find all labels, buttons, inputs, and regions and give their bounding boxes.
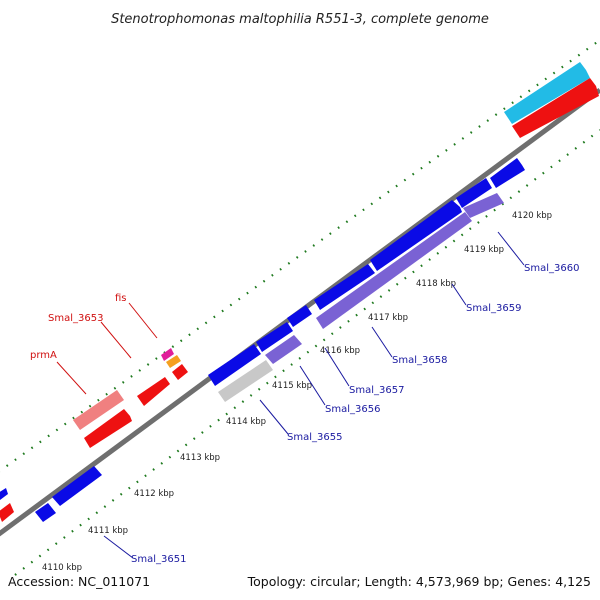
gene-red-right[interactable]: [512, 78, 599, 138]
accession-text: Accession: NC_011071: [8, 574, 150, 589]
gene-label-smal-3659[interactable]: Smal_3659: [466, 303, 521, 314]
kbp-label: 4111 kbp: [88, 526, 128, 536]
gene-blue-f7[interactable]: [490, 158, 525, 188]
gene-label-smal-3657[interactable]: Smal_3657: [349, 385, 404, 396]
gene-smal-3656[interactable]: [265, 335, 302, 364]
kbp-label: 4114 kbp: [226, 417, 266, 427]
gene-label-smal-3660[interactable]: Smal_3660: [524, 263, 579, 274]
gene-red-2[interactable]: [172, 364, 188, 380]
gene-label-fis[interactable]: fis: [115, 293, 127, 304]
gene-forward-edge[interactable]: [0, 488, 8, 500]
gene-blue-f4[interactable]: [314, 264, 375, 310]
kbp-label: 4118 kbp: [416, 279, 456, 289]
gene-red-1[interactable]: [84, 409, 132, 448]
kbp-label: 4115 kbp: [272, 381, 312, 391]
gene-label-smal-3651[interactable]: Smal_3651: [131, 554, 186, 565]
gene-label-smal-3653[interactable]: Smal_3653: [48, 313, 103, 324]
gene-blue-f2[interactable]: [256, 322, 293, 352]
kbp-label: 4120 kbp: [512, 211, 552, 221]
gene-blue-f6[interactable]: [456, 178, 492, 208]
blue-leader-lines: [103, 231, 525, 559]
kbp-label: 4117 kbp: [368, 313, 408, 323]
kbp-label: 4110 kbp: [42, 563, 82, 573]
kbp-label: 4116 kbp: [320, 346, 360, 356]
gene-blue-r1[interactable]: [35, 503, 56, 522]
gene-smal-3658-3659[interactable]: [316, 212, 472, 329]
kbp-labels: 4110 kbp 4111 kbp 4112 kbp 4113 kbp 4114…: [42, 211, 552, 573]
gene-smal-3660[interactable]: [463, 193, 504, 218]
gene-blue-f1[interactable]: [208, 344, 261, 386]
gene-smal-3651[interactable]: [52, 466, 102, 506]
reverse-strand-genes: [35, 193, 504, 522]
gene-label-prmA[interactable]: prmA: [30, 350, 57, 361]
genome-summary-text: Topology: circular; Length: 4,573,969 bp…: [247, 574, 591, 589]
gene-cyan[interactable]: [504, 62, 590, 124]
map-title: Stenotrophomonas maltophilia R551-3, com…: [111, 12, 489, 27]
gene-label-smal-3656[interactable]: Smal_3656: [325, 404, 380, 415]
gene-prmA[interactable]: [73, 390, 124, 430]
gene-smal-3655[interactable]: [218, 360, 273, 402]
forward-strand-genes: [0, 62, 599, 522]
gene-fis-magenta[interactable]: [161, 348, 174, 361]
gene-forward-edge-red[interactable]: [0, 503, 14, 522]
gene-label-smal-3655[interactable]: Smal_3655: [287, 432, 342, 443]
inner-tick-ring: [14, 129, 600, 576]
kbp-label: 4113 kbp: [180, 453, 220, 463]
gene-blue-f5[interactable]: [370, 200, 462, 271]
gene-fis-orange[interactable]: [166, 355, 181, 368]
gene-label-smal-3658[interactable]: Smal_3658: [392, 355, 447, 366]
kbp-label: 4112 kbp: [134, 489, 174, 499]
red-leader-lines: [56, 302, 158, 395]
kbp-label: 4119 kbp: [464, 245, 504, 255]
gene-smal-3653[interactable]: [137, 377, 170, 406]
gene-labels: Smal_3651 Smal_3655 Smal_3656 Smal_3657 …: [30, 263, 579, 565]
gene-blue-f3[interactable]: [287, 305, 312, 327]
